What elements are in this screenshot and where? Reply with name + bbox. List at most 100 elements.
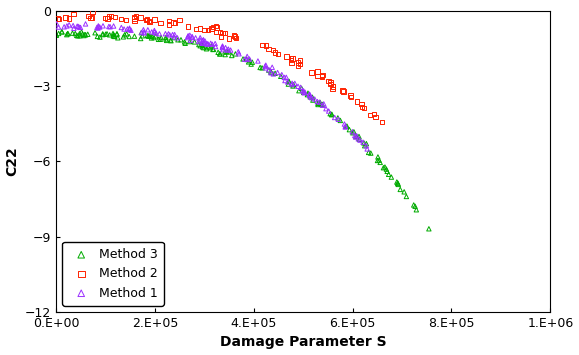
Method 3 — [122, 31, 131, 37]
Method 3 — [299, 89, 308, 95]
Method 3 — [245, 58, 254, 64]
Method 3 — [266, 69, 276, 75]
Method 1 — [221, 45, 230, 50]
Method 1 — [54, 24, 63, 30]
Method 2 — [84, 13, 93, 19]
Method 1 — [340, 124, 350, 130]
Method 1 — [307, 95, 316, 100]
Method 1 — [290, 81, 299, 86]
Method 1 — [334, 116, 343, 122]
Method 2 — [258, 42, 267, 48]
Method 2 — [183, 24, 192, 29]
Method 2 — [105, 13, 114, 19]
Method 2 — [318, 72, 327, 78]
Method 2 — [270, 50, 280, 55]
Method 3 — [202, 46, 211, 51]
Method 3 — [379, 165, 388, 171]
Method 3 — [313, 102, 323, 107]
Method 3 — [395, 187, 405, 192]
Method 1 — [218, 43, 227, 49]
Method 1 — [188, 34, 197, 39]
Method 1 — [301, 89, 310, 95]
Method 3 — [80, 32, 90, 37]
Method 2 — [221, 30, 230, 36]
Method 1 — [218, 45, 227, 50]
Method 1 — [298, 88, 307, 93]
Method 3 — [393, 180, 402, 186]
Method 1 — [199, 40, 208, 45]
Method 3 — [316, 99, 325, 105]
Method 3 — [83, 31, 93, 37]
Method 1 — [261, 65, 270, 71]
Method 1 — [245, 56, 254, 62]
Method 3 — [242, 56, 251, 62]
Method 2 — [328, 86, 337, 92]
Method 2 — [212, 23, 221, 29]
Method 3 — [364, 149, 373, 155]
Method 3 — [316, 102, 325, 107]
Method 1 — [155, 31, 164, 37]
Method 2 — [150, 17, 159, 22]
Method 3 — [231, 51, 240, 57]
Method 1 — [340, 121, 349, 127]
Method 1 — [354, 136, 363, 142]
Method 1 — [324, 108, 334, 114]
Method 3 — [345, 127, 354, 132]
Method 3 — [180, 39, 189, 45]
Method 3 — [360, 143, 369, 148]
Method 3 — [98, 32, 108, 38]
Method 1 — [201, 41, 211, 47]
Method 1 — [281, 75, 291, 80]
Method 3 — [376, 159, 385, 165]
Method 3 — [190, 39, 199, 45]
Method 1 — [294, 83, 303, 89]
Method 3 — [215, 51, 225, 57]
Method 2 — [169, 20, 178, 26]
Method 3 — [354, 133, 364, 139]
Method 2 — [144, 18, 153, 23]
Method 1 — [266, 70, 276, 76]
Method 1 — [261, 62, 270, 68]
Method 1 — [203, 41, 212, 47]
Method 2 — [142, 17, 151, 23]
Method 1 — [341, 123, 350, 129]
Method 3 — [54, 31, 63, 36]
Method 2 — [156, 21, 165, 26]
Method 1 — [109, 23, 118, 29]
Method 1 — [273, 70, 282, 75]
Method 3 — [375, 157, 384, 163]
Method 2 — [218, 30, 227, 36]
Method 1 — [168, 32, 177, 37]
Method 3 — [409, 202, 419, 208]
Method 2 — [130, 18, 139, 24]
Method 3 — [147, 33, 156, 39]
Method 2 — [175, 17, 184, 23]
Method 2 — [103, 16, 112, 21]
Method 1 — [234, 49, 243, 55]
Method 3 — [68, 30, 77, 36]
Method 3 — [284, 81, 293, 87]
Method 1 — [186, 38, 195, 43]
Method 3 — [342, 123, 351, 129]
Method 3 — [336, 118, 345, 123]
Method 3 — [181, 40, 190, 46]
Method 2 — [191, 26, 200, 32]
Method 3 — [258, 65, 267, 71]
Method 2 — [268, 47, 277, 53]
Method 1 — [140, 30, 149, 36]
Method 1 — [287, 80, 296, 86]
Method 3 — [81, 32, 90, 38]
Method 1 — [198, 38, 207, 43]
Method 3 — [297, 86, 306, 91]
Method 3 — [239, 56, 248, 62]
Method 1 — [119, 26, 129, 32]
Method 1 — [267, 64, 277, 70]
Method 1 — [63, 23, 72, 29]
Method 3 — [222, 49, 232, 55]
Method 2 — [100, 15, 109, 21]
Method 2 — [208, 24, 218, 30]
Method 1 — [94, 24, 103, 29]
Method 2 — [287, 60, 296, 66]
Method 1 — [60, 24, 69, 30]
Method 3 — [79, 33, 89, 38]
